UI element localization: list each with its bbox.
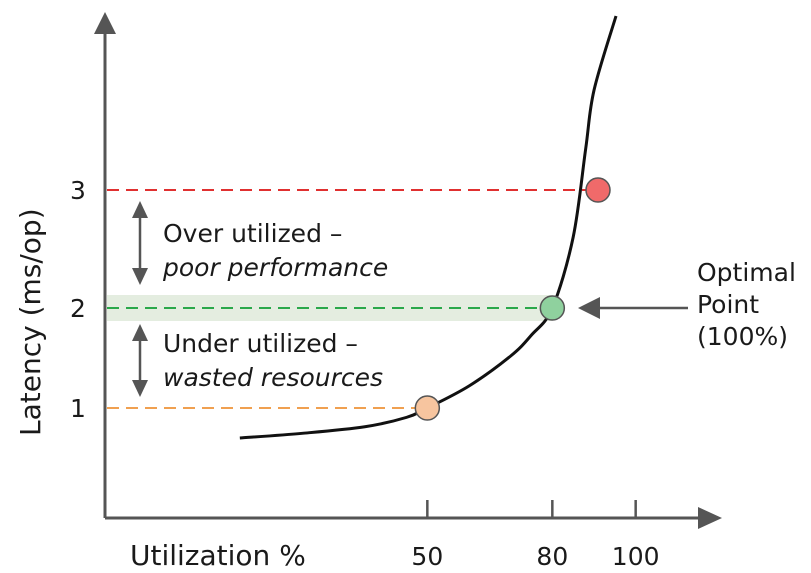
axes: [94, 12, 722, 529]
data-points: [414, 177, 611, 421]
over-utilized-line2: poor performance: [162, 253, 388, 282]
data-point-latency-1: [414, 395, 441, 421]
data-point-latency-3: [585, 177, 611, 203]
under-utilized-line1: Under utilized –: [163, 329, 358, 358]
x-ticks: 50 80 100: [411, 500, 660, 571]
under-utilized-line2: wasted resources: [163, 363, 383, 392]
x-tick-label-100: 100: [612, 542, 660, 571]
y-ticks: 1 2 3: [70, 176, 86, 423]
y-tick-label-3: 3: [70, 176, 86, 205]
y-tick-label-1: 1: [70, 394, 86, 423]
optimal-label-line3: (100%): [697, 322, 788, 351]
over-utilized-arrow: [132, 201, 148, 285]
optimal-label-line1: Optimal: [697, 258, 796, 287]
x-axis-arrowhead: [698, 507, 722, 529]
optimal-label-line2: Point: [697, 290, 759, 319]
over-utilized-line1: Over utilized –: [163, 219, 342, 248]
x-tick-label-50: 50: [411, 542, 443, 571]
x-axis-label: Utilization %: [130, 539, 306, 572]
under-utilized-arrow: [132, 324, 148, 397]
y-axis-arrowhead: [94, 12, 116, 34]
data-point-latency-2: [539, 295, 566, 321]
reference-lines: [107, 189, 598, 409]
y-tick-label-2: 2: [70, 294, 86, 323]
optimal-point-arrow: [578, 297, 688, 319]
y-axis-label: Latency (ms/op): [14, 208, 47, 436]
latency-curve: [239, 15, 618, 440]
x-tick-label-80: 80: [536, 542, 568, 571]
